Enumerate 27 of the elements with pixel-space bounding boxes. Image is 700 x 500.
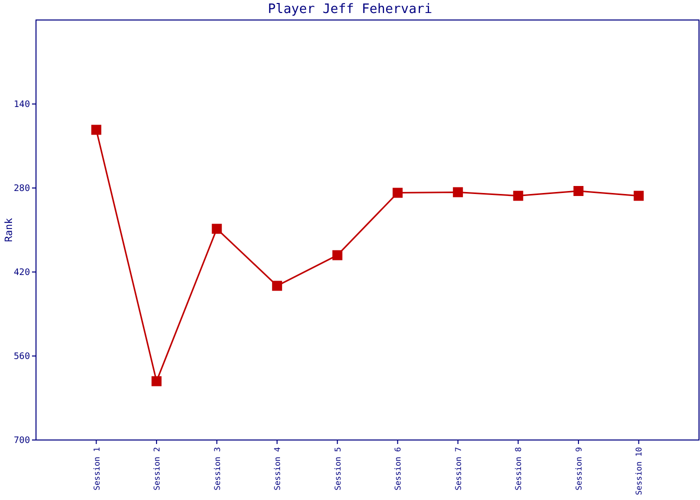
- point: [634, 190, 644, 201]
- x-tick-label: Session 3: [212, 446, 222, 490]
- y-tick-label: 560: [14, 352, 30, 362]
- point: [152, 376, 162, 386]
- x-tick-label: Session 8: [514, 446, 524, 490]
- x-tick-label: Session 10: [634, 446, 644, 496]
- y-tick-label: 420: [14, 268, 30, 278]
- y-tick-label: 700: [14, 436, 30, 446]
- point: [91, 124, 102, 135]
- point: [272, 280, 282, 291]
- x-tick-label: Session 4: [273, 446, 282, 490]
- y-tick-label: 280: [14, 184, 30, 194]
- point: [452, 187, 463, 198]
- y-axis-title: Rank: [4, 218, 15, 242]
- x-tick-label: Session 1: [92, 446, 102, 490]
- x-tick-label: Session 6: [394, 446, 403, 490]
- x-tick-label: Session 7: [454, 446, 463, 490]
- point: [513, 190, 524, 201]
- x-tick-label: Session 5: [333, 446, 342, 490]
- point: [573, 186, 584, 196]
- point: [392, 188, 403, 198]
- chart-title: Player Jeff Fehervari: [268, 2, 432, 17]
- x-tick-label: Session 9: [574, 446, 584, 490]
- x-tick-label: Session 2: [152, 446, 162, 490]
- point: [212, 224, 222, 234]
- point: [332, 250, 342, 260]
- y-tick-label: 140: [14, 100, 30, 110]
